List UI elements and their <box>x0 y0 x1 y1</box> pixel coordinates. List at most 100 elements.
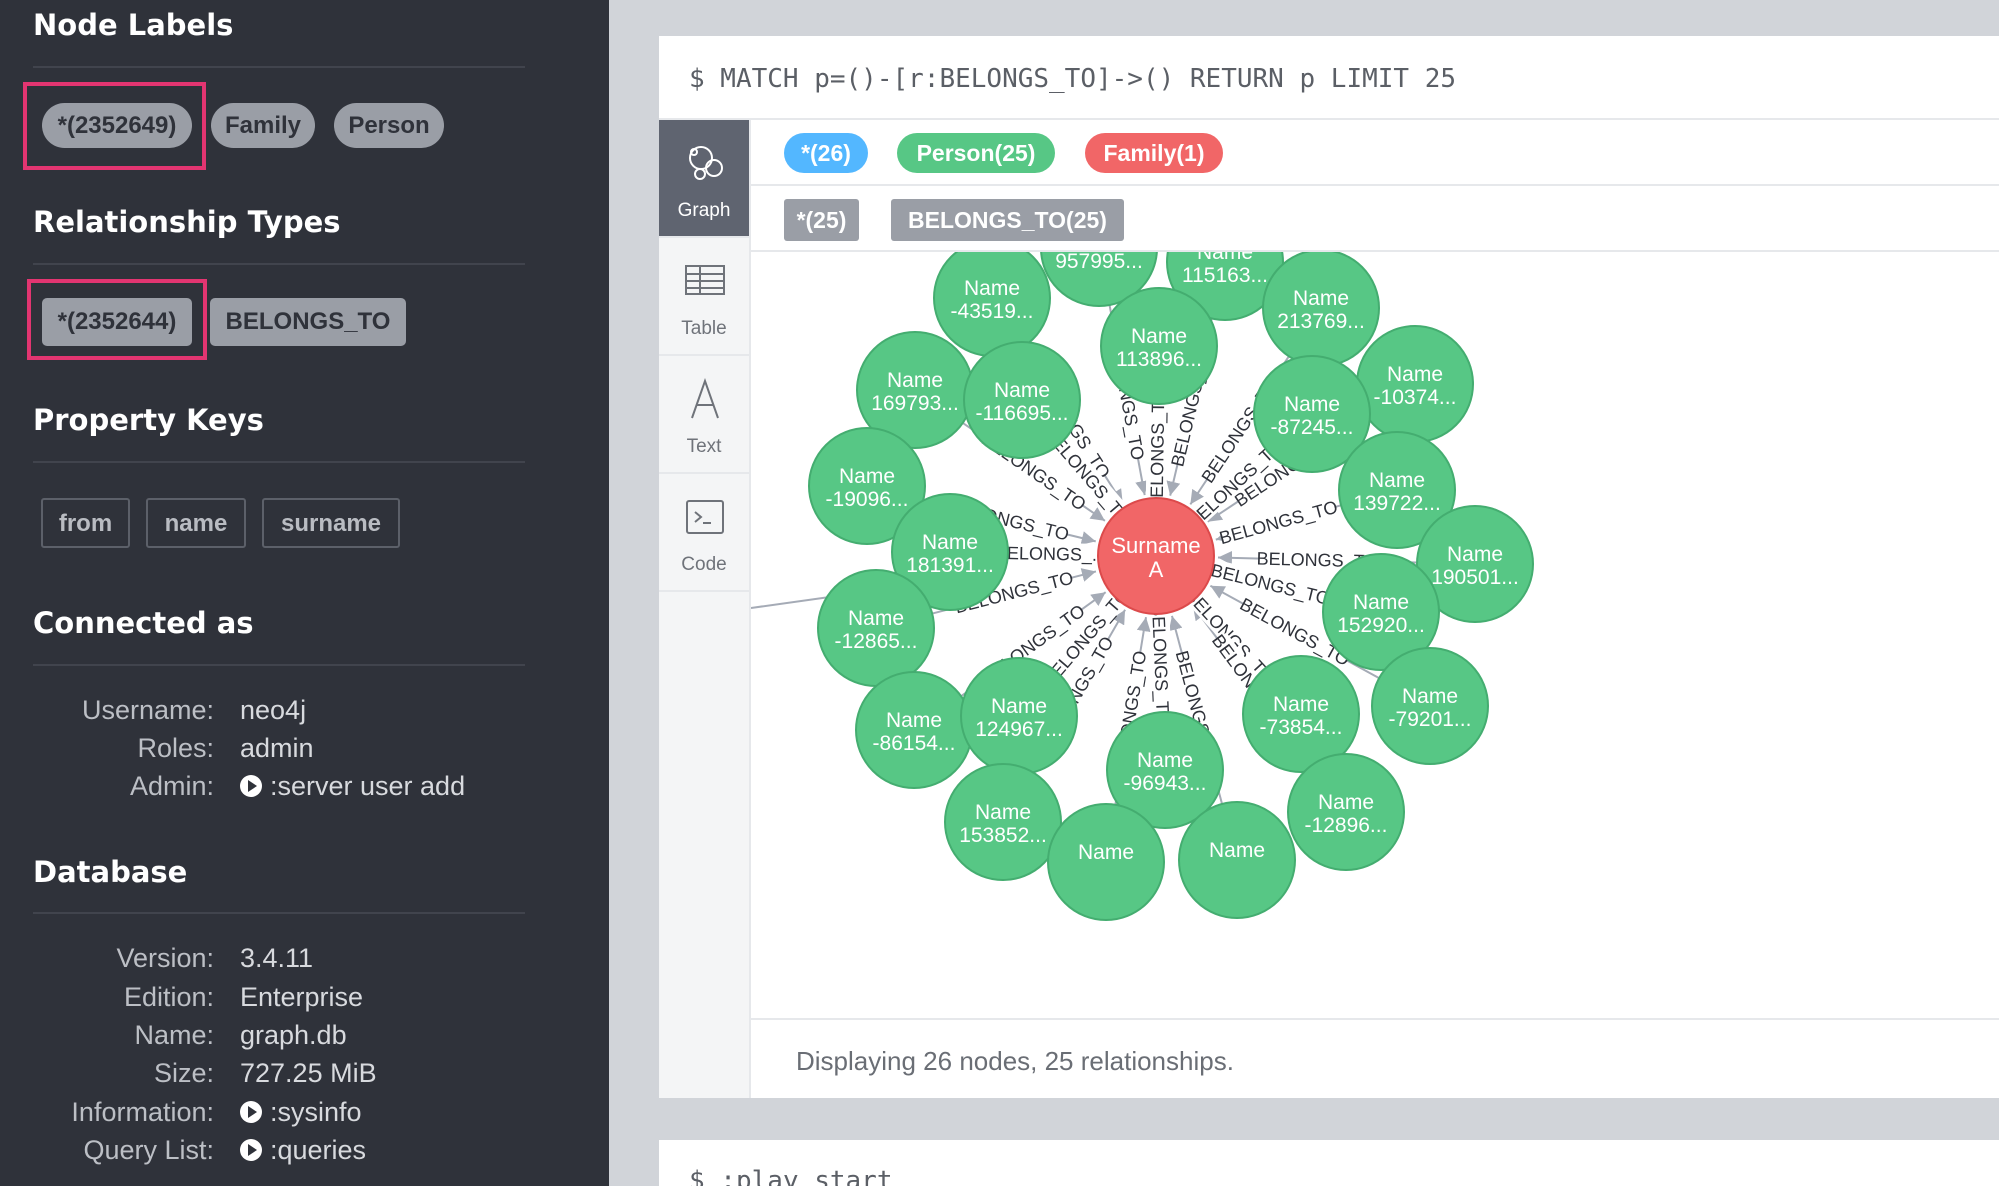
version-value: 3.4.11 <box>240 943 314 973</box>
person-node[interactable] <box>1100 287 1218 405</box>
node-label-person[interactable]: Person <box>334 103 444 148</box>
node-label-all[interactable]: *(2352649) <box>42 103 192 148</box>
legend-all-rels[interactable]: *(25) <box>784 199 859 241</box>
graph-svg[interactable]: BELONGS_TO BELONGS_TOBELONGS_TOBELONGS_TO… <box>751 252 1999 1018</box>
sidebar: Node Labels *(2352649) Family Person Rel… <box>0 0 609 1186</box>
graph-canvas[interactable]: BELONGS_TO BELONGS_TO BELONGS_TO BELONGS_TO… <box>751 252 1999 1018</box>
node-caption: -12865... <box>835 630 918 653</box>
sysinfo-link[interactable]: :sysinfo <box>240 1097 362 1128</box>
size-label: Size: <box>153 1058 214 1088</box>
node-caption: -116695... <box>975 402 1068 425</box>
table-icon <box>685 265 725 295</box>
graph-icon <box>689 146 723 180</box>
property-key-from[interactable]: from <box>41 498 130 548</box>
node-caption: Name <box>848 607 904 630</box>
size-value: 727.25 MiB <box>240 1058 377 1088</box>
connected-as-title: Connected as <box>33 606 254 640</box>
node-caption: -79201... <box>1389 708 1472 731</box>
node-caption: 181391... <box>906 554 994 577</box>
person-node[interactable] <box>1287 753 1405 871</box>
admin-label: Admin: <box>129 771 214 801</box>
relationship-label: BELONGS_TO <box>1147 604 1173 726</box>
person-node[interactable] <box>1040 252 1158 307</box>
highlight-box <box>23 82 206 170</box>
node-caption: 213769... <box>1277 310 1365 333</box>
relationship-label-bg <box>1185 436 1285 530</box>
node-caption: 152920... <box>1337 614 1425 637</box>
relationship-label-bg <box>992 541 1110 565</box>
query-text[interactable]: $ MATCH p=()-[r:BELONGS_TO]->() RETURN p… <box>689 64 1457 94</box>
node-caption: Name <box>1402 685 1458 708</box>
tab-table-label: Table <box>681 318 727 339</box>
node-caption: Name <box>1131 325 1187 348</box>
tab-graph[interactable]: Graph <box>659 120 749 238</box>
person-node[interactable] <box>1047 803 1165 921</box>
queries-link[interactable]: :queries <box>240 1135 366 1166</box>
username-label: Username: <box>81 695 214 725</box>
node-caption: Name <box>839 465 895 488</box>
roles-label: Roles: <box>137 733 214 763</box>
node-caption: -96943... <box>1124 772 1207 795</box>
person-node[interactable] <box>1242 655 1360 773</box>
view-tabs: Graph Table Text Code <box>659 120 751 1098</box>
status-bar: Displaying 26 nodes, 25 relationships. <box>751 1018 1999 1098</box>
person-node[interactable] <box>1371 647 1489 765</box>
tab-table[interactable]: Table <box>659 238 749 356</box>
node-caption: Name <box>975 801 1031 824</box>
legend-belongs-to[interactable]: BELONGS_TO(25) <box>891 199 1124 241</box>
node-caption: Name <box>1387 363 1443 386</box>
person-node[interactable] <box>891 493 1009 611</box>
node-label-family[interactable]: Family <box>211 103 315 148</box>
relationship-label-bg <box>1145 390 1168 508</box>
edition-label: Edition: <box>123 982 214 1012</box>
node-caption: Name <box>994 379 1050 402</box>
relationship-label-bg <box>1211 559 1330 608</box>
relationship-label-bg <box>1219 496 1337 547</box>
property-key-surname[interactable]: surname <box>262 498 400 548</box>
queries-text: :queries <box>270 1135 367 1165</box>
relationship-label: BELONGS_TO <box>1147 388 1170 510</box>
node-caption: -87245... <box>1271 416 1354 439</box>
tab-code[interactable]: Code <box>659 474 749 592</box>
person-node[interactable] <box>1416 505 1534 623</box>
relationship-types-title: Relationship Types <box>33 205 341 239</box>
person-node[interactable] <box>1322 553 1440 671</box>
node-caption: -43519... <box>951 300 1034 323</box>
relationship-legend: *(25) BELONGS_TO(25) <box>751 186 1999 252</box>
divider <box>33 461 525 463</box>
legend-person[interactable]: Person(25) <box>897 133 1055 173</box>
node-caption: -86154... <box>873 732 956 755</box>
query-list-label: Query List: <box>83 1135 214 1165</box>
node-caption: Name <box>1197 252 1253 264</box>
person-node[interactable] <box>963 341 1081 459</box>
play-icon <box>240 775 262 797</box>
person-node[interactable] <box>808 427 926 545</box>
legend-family[interactable]: Family(1) <box>1085 133 1223 173</box>
rel-type-all[interactable]: *(2352644) <box>42 298 192 346</box>
family-node[interactable] <box>1097 497 1215 615</box>
relationship-label-bg <box>1184 586 1278 686</box>
rel-type-belongs-to[interactable]: BELONGS_TO <box>210 298 406 346</box>
person-node[interactable] <box>1253 355 1371 473</box>
legend-all-nodes[interactable]: *(26) <box>784 133 868 173</box>
person-node[interactable] <box>1338 431 1456 549</box>
divider <box>659 118 1999 120</box>
node-legend: *(26) Person(25) Family(1) <box>751 120 1999 186</box>
play-icon <box>240 1139 262 1161</box>
property-key-name[interactable]: name <box>146 498 246 548</box>
person-node[interactable] <box>1178 801 1296 919</box>
person-node[interactable] <box>944 763 1062 881</box>
edition-value: Enterprise <box>240 982 364 1012</box>
tab-text[interactable]: Text <box>659 356 749 474</box>
node-caption: Name <box>1369 469 1425 492</box>
person-node[interactable] <box>1106 711 1224 829</box>
relationship-label-bg <box>1149 606 1175 724</box>
next-query-text[interactable]: $ :play start <box>689 1166 893 1186</box>
relationship-label-bg <box>1043 425 1134 527</box>
text-icon <box>691 378 719 419</box>
username-value: neo4j <box>240 695 307 725</box>
node-caption: A <box>1149 557 1164 582</box>
server-user-add-link[interactable]: :server user add <box>240 771 465 802</box>
node-caption: 153852... <box>959 824 1047 847</box>
divider <box>33 263 525 265</box>
